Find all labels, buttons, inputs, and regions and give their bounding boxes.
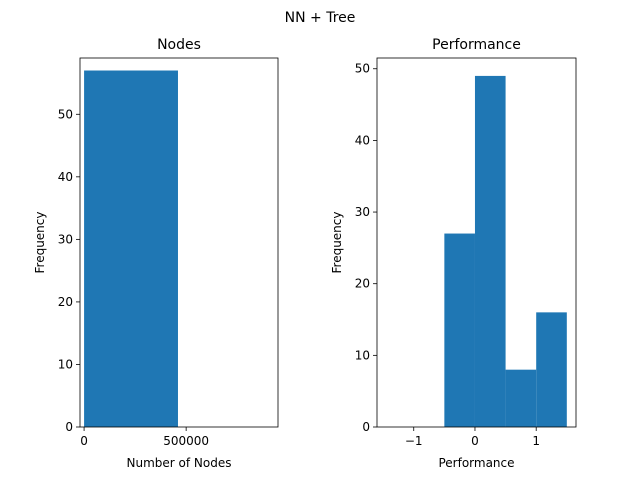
y-tick-label: 10	[58, 357, 73, 371]
y-tick-label: 30	[58, 232, 73, 246]
x-tick-label: 500000	[163, 434, 209, 448]
axes-frame	[376, 57, 577, 428]
y-tick-label: 20	[355, 277, 370, 291]
x-tick-label: 1	[532, 434, 540, 448]
x-tick-label: 0	[80, 434, 88, 448]
y-tick-label: 0	[362, 420, 370, 434]
x-tick-label: 0	[471, 434, 479, 448]
subplot-1: 0 500000 0 10 20 30 40 50 Nodes Number of Nodes Fr…	[33, 37, 279, 470]
histogram-bar	[536, 312, 567, 427]
y-tick-label: 40	[58, 170, 73, 184]
subplot-title: Nodes	[157, 37, 201, 53]
y-tick-label: 0	[65, 420, 73, 434]
y-tick-label: 30	[355, 205, 370, 219]
y-axis-label: Frequency	[33, 212, 47, 274]
histogram-bar	[444, 233, 475, 427]
axes-frame	[79, 57, 279, 428]
y-tick-label: 20	[58, 295, 73, 309]
subplot-2: −1 0 101020304050PerformancePerformanceFre…	[330, 37, 577, 470]
histogram-bar	[505, 369, 537, 427]
x-tick-label: −1	[405, 434, 423, 448]
y-tick-label: 50	[355, 62, 370, 76]
histogram-bar	[474, 75, 506, 427]
histogram-bar	[84, 70, 178, 427]
subplot-title: Performance	[432, 37, 521, 53]
x-axis-label: Performance	[438, 456, 514, 470]
y-tick-label: 10	[355, 348, 370, 362]
y-tick-label: 40	[355, 133, 370, 147]
figure-title: NN + Tree	[285, 10, 356, 26]
y-axis-label: Frequency	[330, 212, 344, 274]
x-axis-label: Number of Nodes	[127, 456, 232, 470]
y-tick-label: 50	[58, 107, 73, 121]
